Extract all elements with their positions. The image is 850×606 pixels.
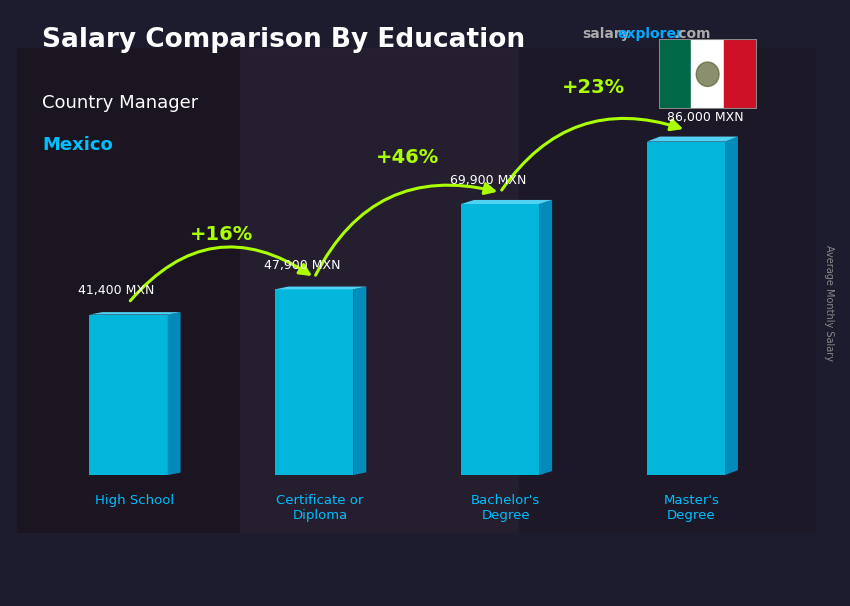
Text: High School: High School [94, 494, 173, 507]
Text: salary: salary [582, 27, 630, 41]
Text: .com: .com [674, 27, 711, 41]
Polygon shape [647, 142, 725, 475]
FancyArrowPatch shape [315, 184, 494, 275]
Text: 41,400 MXN: 41,400 MXN [78, 284, 155, 297]
Polygon shape [275, 287, 366, 289]
FancyArrowPatch shape [130, 247, 309, 301]
Polygon shape [461, 204, 539, 475]
Circle shape [696, 62, 719, 87]
Text: Salary Comparison By Education: Salary Comparison By Education [42, 27, 525, 53]
Text: 86,000 MXN: 86,000 MXN [667, 111, 744, 124]
Text: 69,900 MXN: 69,900 MXN [450, 173, 526, 187]
Bar [518, 48, 850, 533]
Text: 47,900 MXN: 47,900 MXN [264, 259, 341, 272]
Bar [17, 48, 240, 533]
Text: +46%: +46% [376, 148, 439, 167]
Bar [724, 39, 756, 109]
Polygon shape [89, 315, 167, 475]
Polygon shape [89, 312, 180, 315]
Polygon shape [647, 136, 738, 142]
Bar [240, 48, 518, 533]
Text: Average Monthly Salary: Average Monthly Salary [824, 245, 834, 361]
Polygon shape [275, 289, 354, 475]
Text: +16%: +16% [190, 225, 253, 244]
FancyArrowPatch shape [502, 118, 680, 190]
Polygon shape [354, 287, 366, 475]
Text: Mexico: Mexico [42, 136, 113, 155]
Bar [691, 39, 724, 109]
Text: explorer: explorer [617, 27, 683, 41]
Text: Bachelor's
Degree: Bachelor's Degree [471, 494, 541, 522]
Text: Master's
Degree: Master's Degree [664, 494, 719, 522]
Polygon shape [167, 312, 180, 475]
Bar [659, 39, 691, 109]
Polygon shape [725, 136, 738, 475]
Text: +23%: +23% [562, 78, 625, 97]
Polygon shape [539, 200, 552, 475]
Text: Certificate or
Diploma: Certificate or Diploma [276, 494, 364, 522]
Polygon shape [461, 200, 552, 204]
Text: Country Manager: Country Manager [42, 94, 199, 112]
